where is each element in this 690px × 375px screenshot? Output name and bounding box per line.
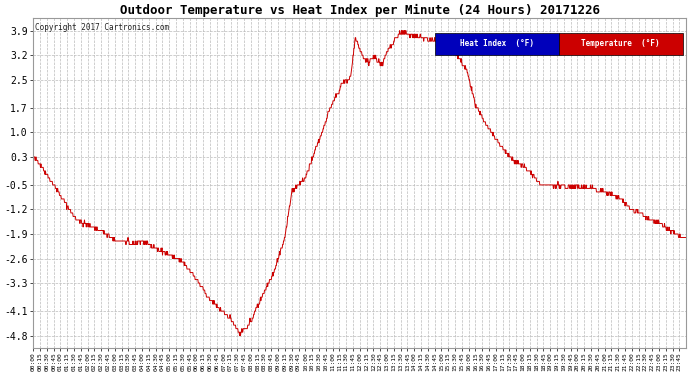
Text: Heat Index  (°F): Heat Index (°F) [460,39,533,48]
Title: Outdoor Temperature vs Heat Index per Minute (24 Hours) 20171226: Outdoor Temperature vs Heat Index per Mi… [119,4,600,17]
FancyBboxPatch shape [435,33,559,55]
Text: Copyright 2017 Cartronics.com: Copyright 2017 Cartronics.com [34,23,168,32]
Text: Temperature  (°F): Temperature (°F) [581,39,660,48]
FancyBboxPatch shape [559,33,682,55]
